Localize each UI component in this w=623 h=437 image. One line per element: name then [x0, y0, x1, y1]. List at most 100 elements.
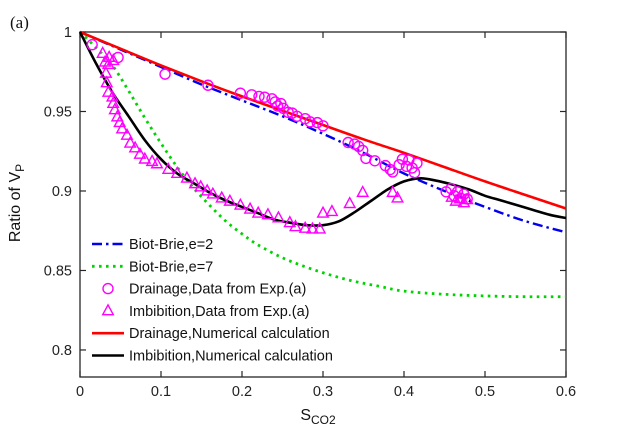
triangle-marker [356, 185, 370, 198]
circle-marker [291, 110, 303, 122]
circle-marker [317, 120, 329, 132]
triangle-marker [138, 151, 152, 164]
triangle-marker [243, 201, 257, 214]
triangle-marker [233, 197, 247, 210]
series-imbibition-data-markers [96, 45, 474, 234]
triangle-marker [343, 196, 357, 209]
legend-item-imbibition-calc: Imbibition,Numerical calculation [92, 349, 333, 365]
triangle-marker [325, 204, 339, 217]
circle-marker [271, 100, 284, 112]
series-imbibition-calc-line [78, 31, 567, 227]
triangle-marker [223, 193, 237, 206]
x-axis-label: SCO2 [300, 407, 335, 427]
legend: Biot-Brie,e=2 Biot-Brie,e=7 Drainage,Data … [92, 237, 333, 365]
triangle-marker [180, 170, 194, 183]
triangle-marker [386, 185, 400, 198]
triangle-marker [453, 191, 467, 204]
triangle-marker [200, 183, 214, 196]
y-tick-label: 0.85 [44, 263, 72, 279]
triangle-marker [313, 221, 327, 234]
legend-triangle-marker [101, 303, 115, 316]
triangle-marker [305, 221, 319, 234]
triangle-marker [460, 192, 474, 205]
triangle-marker [105, 89, 119, 102]
circle-marker [234, 87, 247, 99]
triangle-marker [115, 121, 129, 134]
series-biot-brie-e7-line [79, 30, 567, 299]
legend-item-label: Biot-Brie,e=2 [129, 237, 213, 253]
y-tick-label: 0.8 [52, 343, 72, 359]
triangle-marker [145, 154, 159, 167]
circle-marker [202, 79, 214, 91]
circle-marker [258, 91, 271, 103]
circle-marker [400, 160, 413, 173]
x-tick-label: 0.3 [313, 384, 333, 400]
x-axis-label-text: S [300, 406, 311, 424]
triangle-marker [170, 166, 184, 178]
circle-marker [159, 68, 171, 80]
x-axis-label-subscript: CO2 [310, 413, 336, 428]
triangle-marker [106, 53, 120, 66]
legend-item-label: Drainage,Numerical calculation [129, 326, 330, 342]
circle-marker [311, 116, 324, 129]
legend-circle-marker [102, 282, 114, 295]
legend-item-biot-brie-e2: Biot-Brie,e=2 [92, 237, 213, 253]
triangle-marker [251, 205, 265, 218]
legend-item-label: Drainage,Data from Exp.(a) [129, 282, 306, 298]
triangle-marker [123, 135, 137, 148]
x-tick-label: 0.1 [151, 384, 171, 400]
triangle-marker [445, 189, 459, 202]
circle-marker [386, 166, 399, 178]
circle-marker [352, 140, 365, 153]
triangle-marker [188, 176, 202, 189]
series-biot-brie-e2-line [79, 30, 567, 234]
triangle-marker [298, 220, 312, 233]
triangle-marker [128, 140, 142, 153]
legend-item-drainage-calc: Drainage,Numerical calculation [92, 326, 330, 342]
circle-marker [304, 116, 316, 128]
triangle-marker [194, 179, 208, 192]
triangle-marker [206, 186, 220, 199]
legend-item-label: Biot-Brie,e=7 [129, 259, 213, 275]
circle-marker [384, 163, 396, 176]
circle-marker [411, 157, 423, 169]
triangle-marker [215, 190, 229, 203]
x-tick-label: 0.2 [232, 384, 252, 400]
panel-label: (a) [10, 13, 29, 32]
circle-marker [246, 89, 258, 101]
triangle-marker [161, 162, 175, 175]
y-tick-label: 1 [64, 25, 72, 41]
triangle-marker [133, 146, 147, 159]
triangle-marker [391, 190, 404, 203]
triangle-marker [283, 215, 297, 228]
x-tick-label: 0 [76, 384, 84, 400]
y-tick-label: 0.9 [52, 184, 72, 200]
x-tick-label: 0.6 [556, 384, 576, 400]
triangle-marker [101, 84, 115, 97]
circle-marker [342, 136, 354, 149]
circle-marker [266, 93, 278, 105]
legend-item-drainage-data: Drainage,Data from Exp.(a) [102, 282, 306, 298]
triangle-marker [100, 75, 114, 88]
triangle-marker [271, 210, 285, 223]
circle-marker [369, 155, 381, 167]
circle-marker [86, 39, 98, 51]
circle-marker [393, 159, 405, 171]
y-axis-label-text: Ratio of V [6, 171, 24, 243]
triangle-marker [449, 193, 463, 206]
y-axis-label: Ratio of VP [7, 164, 27, 242]
triangle-marker [288, 219, 302, 232]
series-drainage-data-markers [86, 39, 473, 205]
legend-item-biot-brie-e7: Biot-Brie,e=7 [92, 259, 213, 275]
series-drainage-calc-line [79, 30, 567, 210]
legend-item-label: Imbibition,Numerical calculation [129, 349, 333, 365]
triangle-marker [457, 195, 471, 208]
triangle-marker [108, 102, 122, 115]
x-tick-label: 0.5 [475, 384, 495, 400]
circle-marker [253, 90, 265, 103]
y-axis-label-subscript: P [13, 163, 28, 172]
triangle-marker [101, 57, 115, 70]
x-tick-label: 0.4 [394, 384, 414, 400]
